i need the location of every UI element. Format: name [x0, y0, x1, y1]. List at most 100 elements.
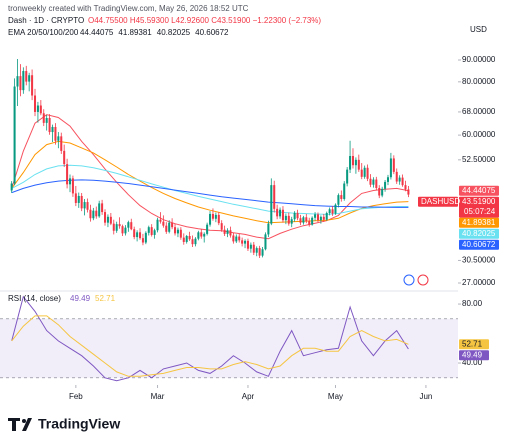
candle-body [124, 227, 127, 234]
candle-body [366, 167, 369, 179]
ema-line [11, 140, 409, 224]
candle-body [209, 213, 212, 225]
candle-body [74, 193, 77, 203]
candle-body [144, 232, 147, 243]
candle-body [42, 113, 45, 123]
candle-body [121, 226, 124, 234]
symbol-tag [418, 196, 458, 207]
candle-body [101, 203, 104, 213]
candle-body [71, 178, 74, 194]
candle-body [63, 150, 66, 165]
candle-body [375, 179, 378, 188]
candle-body [407, 189, 410, 195]
candle-body [36, 105, 39, 112]
candle-body [287, 215, 290, 224]
candle-body [357, 159, 360, 170]
candle-body [80, 195, 83, 209]
candle-body [115, 224, 118, 231]
candle-body [386, 177, 390, 182]
candle-body [401, 177, 404, 186]
credit: tronweekly created with TradingView.com,… [8, 4, 249, 13]
price-tag-label: 40.60672 [462, 240, 496, 249]
candle-body [325, 213, 328, 220]
candle-body [185, 236, 188, 242]
ema-value: 44.44075 [80, 28, 114, 37]
candle-body [10, 183, 13, 191]
candle-body [45, 118, 48, 123]
candle-body [305, 217, 308, 222]
price-tag-label: 43.51900 [462, 197, 496, 206]
event-icons [403, 274, 429, 286]
candle-body [284, 215, 287, 221]
y-tick-label: 52.50000 [462, 155, 496, 164]
ema-line [11, 164, 409, 215]
candle-body [103, 212, 107, 223]
candle-body [165, 225, 168, 232]
candle-body [28, 75, 31, 82]
x-tick-label: Feb [69, 392, 83, 401]
candle-body [395, 171, 398, 182]
candle-body [92, 210, 95, 219]
candle-body [39, 105, 42, 114]
candle-body [57, 136, 60, 141]
candle-body [95, 210, 98, 217]
candle-body [211, 213, 214, 219]
price-tag [459, 196, 499, 218]
candle-body [319, 216, 322, 221]
candle-body [293, 213, 296, 220]
candle-body [147, 227, 150, 233]
candle-body [130, 222, 133, 230]
candle-body [153, 230, 156, 235]
candle-body [33, 95, 37, 112]
candle-body [159, 219, 162, 222]
y-tick-label: 60.00000 [462, 130, 496, 139]
ema-value: 40.60672 [195, 28, 229, 37]
candle-body [141, 238, 144, 243]
event-icon [403, 274, 415, 286]
candle-body [77, 195, 80, 203]
candle-body [241, 240, 244, 244]
candle-body [51, 126, 54, 133]
candle-body [244, 240, 247, 244]
candle-body [363, 167, 366, 177]
candle-body [252, 244, 255, 253]
candle-body [267, 223, 270, 235]
candle-body [133, 229, 136, 238]
candle-body [258, 248, 261, 256]
candle-body [109, 216, 112, 224]
candle-body [279, 209, 282, 217]
candle-body [328, 209, 331, 214]
candle-body [246, 240, 249, 249]
candle-body [112, 223, 115, 231]
candle-body [223, 229, 226, 234]
currency: USD [470, 25, 487, 34]
ema-line [11, 114, 409, 240]
candle-body [200, 232, 203, 237]
candle-body [372, 179, 375, 185]
candle-body [296, 213, 299, 219]
candle-body [206, 224, 209, 234]
candle-body [83, 202, 86, 209]
candle-body [311, 217, 314, 225]
candle-body [299, 218, 302, 223]
candle-body [19, 76, 22, 91]
candle-body [229, 230, 232, 236]
x-tick-label: Mar [151, 392, 165, 401]
price-tag [459, 185, 499, 196]
candle-body [174, 227, 177, 234]
candle-body [171, 222, 174, 228]
candle-body [238, 236, 241, 241]
candle-body [255, 248, 258, 253]
candle-body [150, 227, 153, 235]
brand-logo: TradingView [8, 416, 120, 432]
candle-body [226, 230, 229, 234]
candle-body [25, 71, 28, 82]
candle-body [86, 202, 89, 210]
candle-body [235, 236, 238, 242]
ema-value: 41.89381 [118, 28, 152, 37]
logo-dot [22, 419, 26, 423]
candle-body [343, 183, 346, 199]
candle-body [176, 229, 179, 234]
candle-body [214, 214, 217, 219]
